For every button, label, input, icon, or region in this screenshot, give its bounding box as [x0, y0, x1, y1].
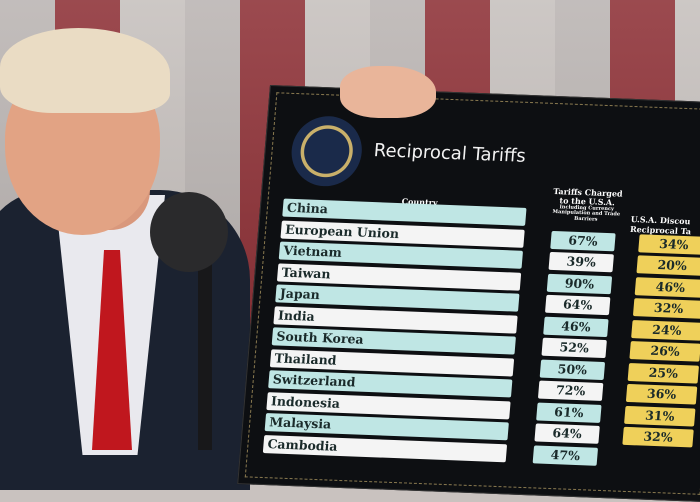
header-tariffs-charged: Tariffs Charged to the U.S.A. Including C…: [546, 186, 629, 224]
discounted-tariff-cell: 31%: [624, 405, 696, 427]
tariff-charged-cell: 52%: [541, 337, 607, 359]
tariff-charged-cell: 46%: [543, 316, 609, 337]
discounted-tariff-cell: 36%: [625, 383, 698, 405]
discounted-tariff-cell: 25%: [627, 362, 700, 384]
discounted-tariff-cell: 32%: [632, 298, 700, 319]
board-title: Reciprocal Tariffs: [373, 140, 527, 167]
hand: [340, 66, 436, 118]
tariff-charged-cell: 61%: [536, 402, 602, 423]
discounted-tariff-cell: 34%: [638, 233, 700, 255]
tariff-charged-cell: 72%: [537, 380, 604, 401]
tariff-charged-cell: 90%: [546, 273, 613, 294]
tariff-charged-cell: 47%: [532, 444, 599, 466]
hair: [0, 28, 170, 113]
tariff-charged-cell: 39%: [548, 251, 614, 273]
presidential-seal: [288, 114, 365, 188]
speaker: [0, 0, 270, 490]
tariff-charged-cell: 64%: [534, 423, 600, 444]
discounted-tariff-cell: 24%: [631, 319, 700, 341]
microphone: [150, 192, 228, 272]
header-discounted: U.S.A. Discou Reciprocal Ta: [630, 214, 693, 236]
microphone-stand: [198, 250, 212, 450]
tariff-charged-cell: 50%: [539, 359, 606, 380]
tariff-charged-cell: 67%: [550, 230, 616, 251]
discounted-tariff-cell: 46%: [634, 276, 700, 298]
discounted-tariff-cell: 26%: [629, 341, 700, 362]
discounted-tariff-cell: 32%: [622, 426, 694, 448]
reciprocal-tariffs-board: Reciprocal Tariffs Country Tariffs Charg…: [237, 85, 700, 502]
discounted-tariff-cell: 20%: [636, 255, 700, 276]
header-tariffs-note: Including Currency Manipulation and Trad…: [552, 203, 621, 223]
tariff-charged-cell: 64%: [544, 294, 611, 316]
